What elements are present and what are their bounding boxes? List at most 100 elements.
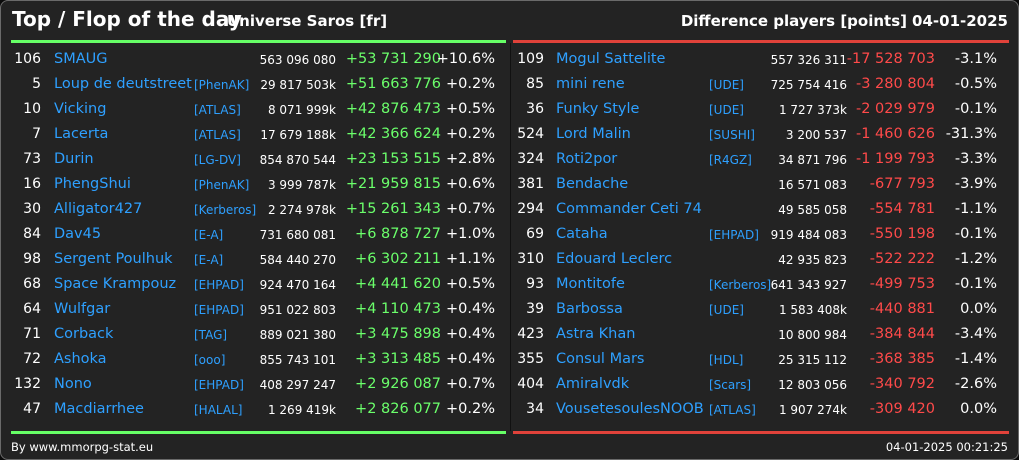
percent-change: -0.1% <box>954 226 997 242</box>
player-name-link[interactable]: Space Krampouz <box>54 276 177 292</box>
points-difference: +3 475 898 <box>355 326 441 342</box>
player-score: 34 871 796 <box>778 153 847 167</box>
alliance-tag-link[interactable]: [PhenAK] <box>194 78 250 92</box>
alliance-tag-link[interactable]: [Kerberos] <box>194 203 257 217</box>
footer-credit: By www.mmorpg-stat.eu <box>11 440 154 454</box>
player-name-link[interactable]: Montitofe <box>556 276 625 292</box>
player-score: 725 754 416 <box>770 78 847 92</box>
player-name-link[interactable]: Mogul Sattelite <box>556 51 666 67</box>
alliance-tag-link[interactable]: [UDE] <box>709 303 744 317</box>
percent-change: -3.4% <box>954 326 997 342</box>
points-difference: +42 876 473 <box>345 101 441 117</box>
alliance-tag-link[interactable]: [EHPAD] <box>194 278 244 292</box>
player-name-link[interactable]: Durin <box>54 151 94 167</box>
flop-row: 294 Commander Ceti 74 49 585 058 -554 781 -1… <box>511 198 1011 223</box>
player-name-link[interactable]: Vicking <box>54 101 107 117</box>
player-score: 557 326 311 <box>770 53 847 67</box>
player-rank: 16 <box>23 176 41 192</box>
alliance-tag-link[interactable]: [ATLAS] <box>709 403 756 417</box>
percent-change: +0.4% <box>446 301 495 317</box>
alliance-tag-link[interactable]: [EHPAD] <box>194 378 244 392</box>
player-score: 1 269 419k <box>267 403 336 417</box>
player-name-link[interactable]: Consul Mars <box>556 351 645 367</box>
player-name-link[interactable]: Barbossa <box>556 301 623 317</box>
points-difference: +4 441 620 <box>355 276 441 292</box>
player-name-link[interactable]: Astra Khan <box>556 326 636 342</box>
top-row: 72 Ashoka [ooo] 855 743 101 +3 313 485 +0.4% <box>1 348 501 373</box>
flop-row: 69 Cataha [EHPAD] 919 484 083 -550 198 -0.1% <box>511 223 1011 248</box>
player-name-link[interactable]: Bendache <box>556 176 629 192</box>
points-difference: +42 366 624 <box>345 126 441 142</box>
player-name-link[interactable]: Ashoka <box>54 351 107 367</box>
player-name-link[interactable]: Corback <box>54 326 114 342</box>
alliance-tag-link[interactable]: [HDL] <box>709 353 744 367</box>
alliance-tag-link[interactable]: [Scars] <box>709 378 752 392</box>
player-score: 1 583 408k <box>778 303 847 317</box>
alliance-tag-link[interactable]: [UDE] <box>709 78 744 92</box>
player-name-link[interactable]: Dav45 <box>54 226 102 242</box>
player-name-link[interactable]: Funky Style <box>556 101 640 117</box>
alliance-tag-link[interactable]: [TAG] <box>194 328 228 342</box>
player-rank: 73 <box>23 151 41 167</box>
player-name-link[interactable]: Roti2por <box>556 151 618 167</box>
player-name-link[interactable]: Alligator427 <box>54 201 143 217</box>
points-difference: -677 793 <box>869 176 935 192</box>
player-rank: 310 <box>517 251 544 267</box>
flop-row: 524 Lord Malin [SUSHI] 3 200 537 -1 460 626-… <box>511 123 1011 148</box>
player-score: 1 727 373k <box>778 103 847 117</box>
player-rank: 404 <box>517 376 544 392</box>
alliance-tag-link[interactable]: [R4GZ] <box>709 153 752 167</box>
player-score: 42 935 823 <box>778 253 847 267</box>
player-name-link[interactable]: Sergent Poulhuk <box>54 251 173 267</box>
points-difference: +6 878 727 <box>355 226 441 242</box>
alliance-tag-link[interactable]: [EHPAD] <box>194 303 244 317</box>
player-name-link[interactable]: Macdiarrhee <box>54 401 144 417</box>
player-name-link[interactable]: Loup de deutstreet <box>54 76 192 92</box>
alliance-tag-link[interactable]: [SUSHI] <box>709 128 755 142</box>
player-score: 951 022 803 <box>259 303 336 317</box>
player-name-link[interactable]: Commander Ceti 74 <box>556 201 702 217</box>
flop-panel: 109 Mogul Sattelite 557 326 311 -17 528 703… <box>511 48 1011 423</box>
points-difference: -368 385 <box>869 351 935 367</box>
player-name-link[interactable]: mini rene <box>556 76 625 92</box>
alliance-tag-link[interactable]: [PhenAK] <box>194 178 250 192</box>
player-name-link[interactable]: Cataha <box>556 226 608 242</box>
player-score: 924 470 164 <box>259 278 336 292</box>
points-difference: -499 753 <box>869 276 935 292</box>
alliance-tag-link[interactable]: [ooo] <box>194 353 226 367</box>
percent-change: +0.4% <box>446 351 495 367</box>
alliance-tag-link[interactable]: [HALAL] <box>194 403 243 417</box>
player-name-link[interactable]: Nono <box>54 376 92 392</box>
top-bottom-bar <box>11 431 506 434</box>
player-name-link[interactable]: VousetesoulesNOOB <box>556 401 704 417</box>
points-difference: -1 460 626 <box>855 126 935 142</box>
alliance-tag-link[interactable]: [EHPAD] <box>709 228 759 242</box>
player-score: 584 440 270 <box>259 253 336 267</box>
player-name-link[interactable]: SMAUG <box>54 51 108 67</box>
player-rank: 64 <box>23 301 41 317</box>
alliance-tag-link[interactable]: [ATLAS] <box>194 128 241 142</box>
alliance-tag-link[interactable]: [UDE] <box>709 103 744 117</box>
percent-change: 0.0% <box>960 401 997 417</box>
player-name-link[interactable]: Lacerta <box>54 126 109 142</box>
player-name-link[interactable]: Lord Malin <box>556 126 631 142</box>
alliance-tag-link[interactable]: [ATLAS] <box>194 103 241 117</box>
player-name-link[interactable]: Edouard Leclerc <box>556 251 673 267</box>
top-row: 7 Lacerta [ATLAS] 17 679 188k +42 366 624 +0.… <box>1 123 501 148</box>
flop-row: 355 Consul Mars [HDL] 25 315 112 -368 385 -1.… <box>511 348 1011 373</box>
player-score: 889 021 380 <box>259 328 336 342</box>
alliance-tag-link[interactable]: [E-A] <box>194 228 224 242</box>
alliance-tag-link[interactable]: [LG-DV] <box>194 153 241 167</box>
player-name-link[interactable]: Amiralvdk <box>556 376 630 392</box>
alliance-tag-link[interactable]: [E-A] <box>194 253 224 267</box>
player-name-link[interactable]: Wulfgar <box>54 301 111 317</box>
flop-bottom-bar <box>513 431 1009 434</box>
player-score: 10 800 984 <box>778 328 847 342</box>
percent-change: -0.1% <box>954 276 997 292</box>
player-name-link[interactable]: PhengShui <box>54 176 131 192</box>
percent-change: -1.2% <box>954 251 997 267</box>
alliance-tag-link[interactable]: [Kerberos] <box>709 278 772 292</box>
top-accent-bar <box>11 40 506 43</box>
top-row: 5 Loup de deutstreet [PhenAK] 29 817 503k +5… <box>1 73 501 98</box>
